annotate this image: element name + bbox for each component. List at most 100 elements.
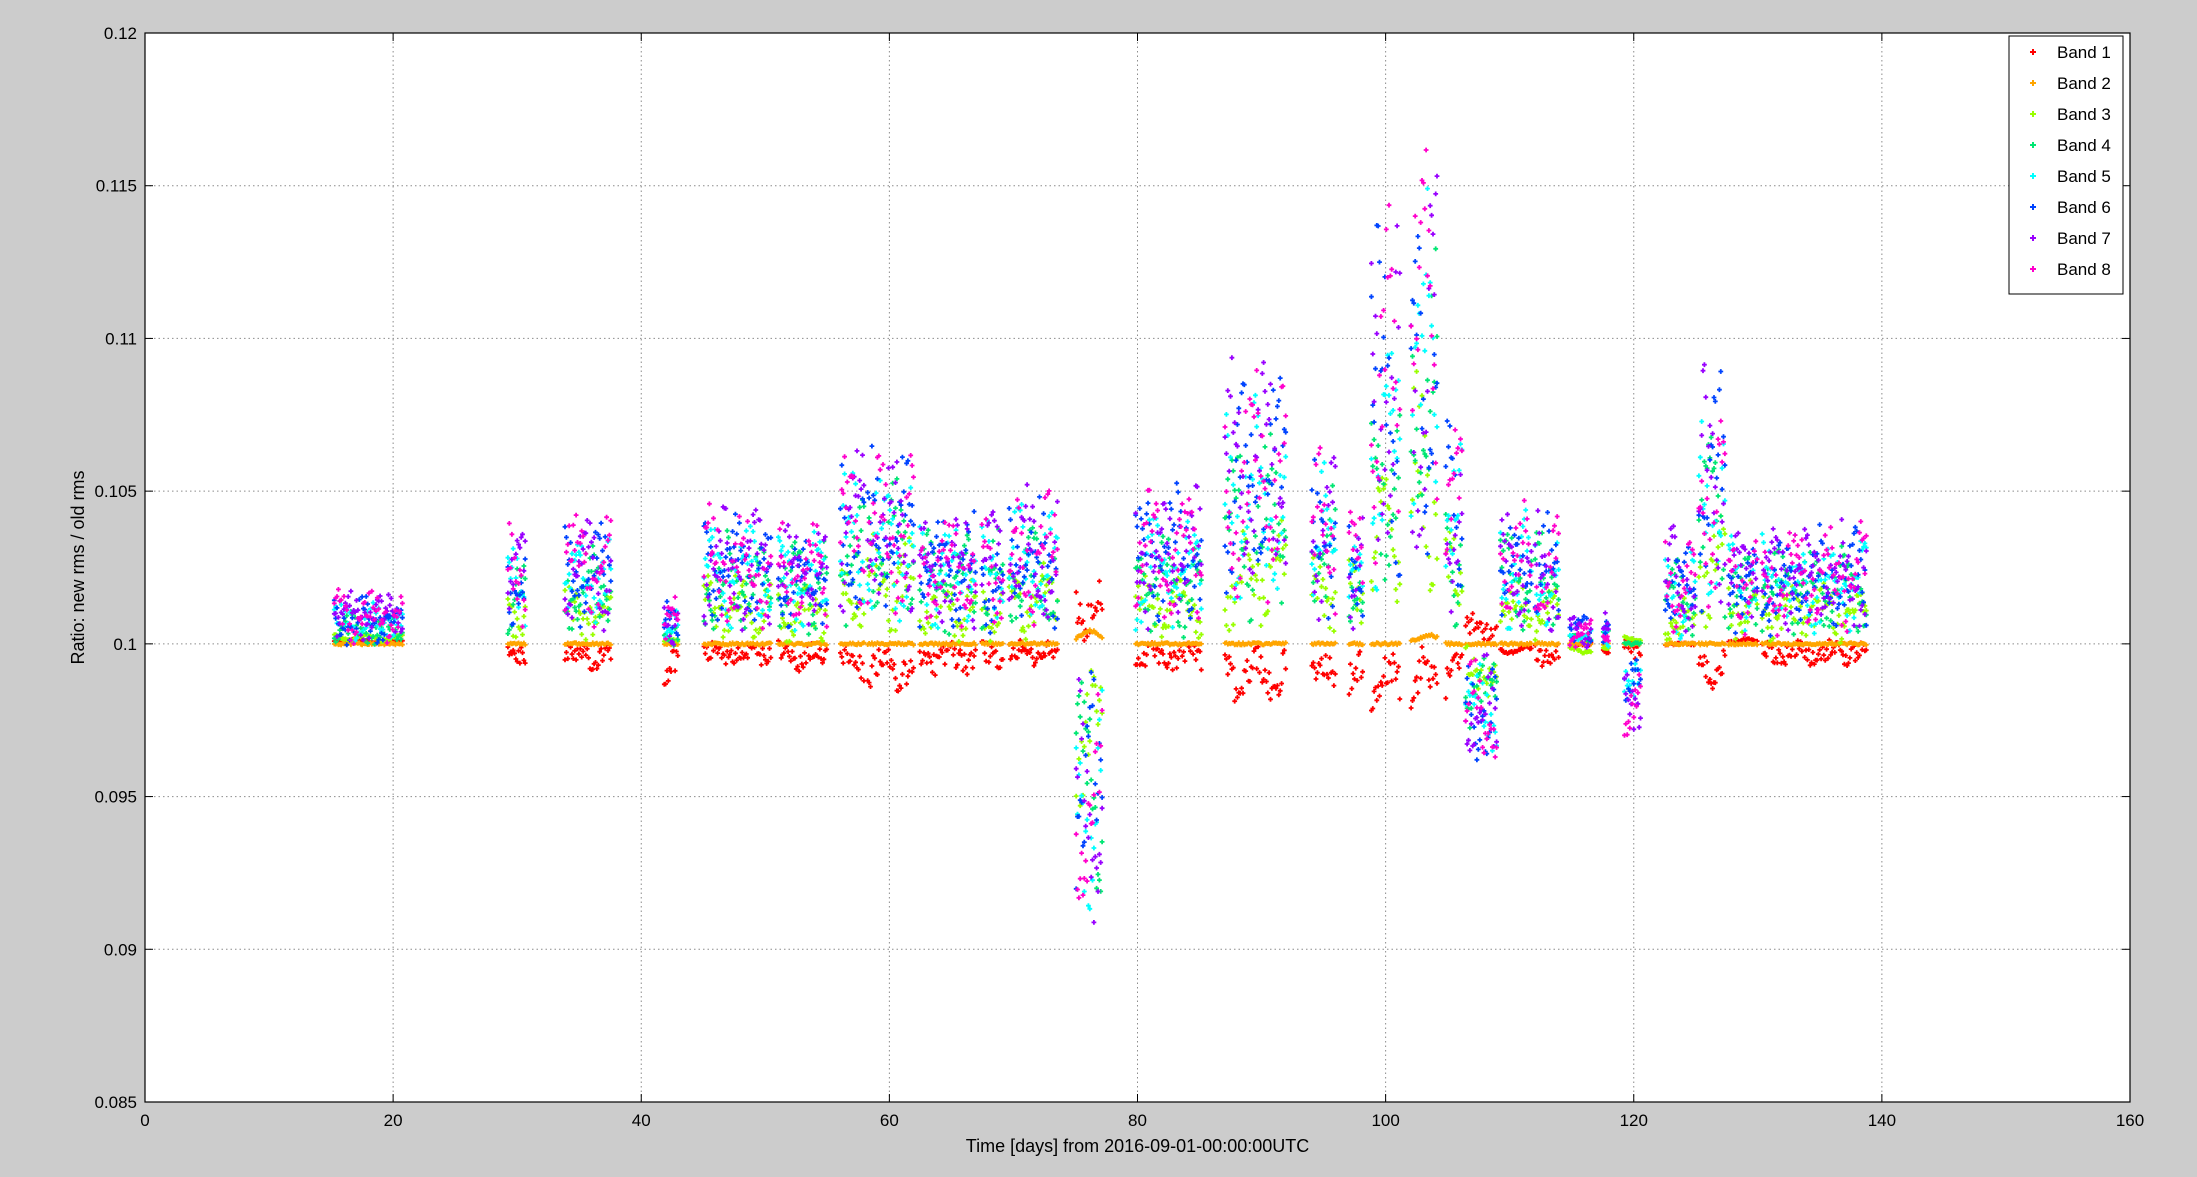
data-point <box>1006 482 1060 620</box>
data-point <box>661 594 681 642</box>
x-tick-label: 0 <box>140 1111 149 1130</box>
x-tick-label: 40 <box>632 1111 651 1130</box>
legend-label: Band 2 <box>2057 74 2111 93</box>
legend-label: Band 1 <box>2057 43 2111 62</box>
data-point <box>1696 418 1728 610</box>
legend-label: Band 5 <box>2057 167 2111 186</box>
data-point <box>1408 234 1440 557</box>
data-point <box>776 583 830 645</box>
x-tick-label: 20 <box>384 1111 403 1130</box>
data-point <box>1498 532 1534 633</box>
data-point <box>1369 651 1403 713</box>
data-point <box>1759 519 1869 638</box>
data-point <box>1222 640 1289 648</box>
y-tick-label: 0.085 <box>94 1093 137 1112</box>
data-point <box>1498 511 1534 629</box>
data-point <box>1622 672 1643 738</box>
data-point <box>1726 640 1760 648</box>
legend-label: Band 7 <box>2057 229 2111 248</box>
data-layer <box>331 147 1869 925</box>
data-point <box>865 647 916 694</box>
data-point <box>1622 640 1643 648</box>
data-point <box>1073 578 1105 643</box>
data-point <box>1532 508 1561 633</box>
data-point <box>1073 692 1105 901</box>
x-tick-label: 160 <box>2116 1111 2144 1130</box>
data-point <box>1696 369 1728 614</box>
data-point <box>505 596 528 640</box>
data-point <box>1759 640 1869 648</box>
data-point <box>1498 498 1534 611</box>
data-point <box>1443 441 1465 569</box>
data-point <box>1369 223 1403 578</box>
data-point <box>505 531 528 612</box>
data-point <box>1463 657 1499 760</box>
data-point <box>865 478 916 624</box>
data-point <box>865 640 916 648</box>
legend-box <box>2008 35 2124 295</box>
tick-layer: 0 20 40 60 80 100 120 140 160 0.085 0.09 0.095 0.1 0.… <box>94 24 2144 1130</box>
data-point <box>1567 617 1594 650</box>
data-point <box>562 512 614 630</box>
data-point <box>1726 546 1760 636</box>
data-point <box>917 640 978 648</box>
legend: Band 1 Band 2 Band 3 Band 4 Band 5 Band 6 Band… <box>2008 35 2124 295</box>
data-point <box>776 520 830 630</box>
data-point <box>1726 538 1760 637</box>
data-point <box>1663 523 1698 634</box>
data-point <box>1346 524 1365 619</box>
y-tick-label: 0.12 <box>104 24 137 43</box>
legend-marker <box>2030 266 2036 272</box>
legend-label: Band 8 <box>2057 260 2111 279</box>
data-point <box>701 501 774 631</box>
data-point <box>1408 147 1440 502</box>
x-tick-label: 120 <box>1620 1111 1648 1130</box>
data-point <box>1133 487 1204 621</box>
data-point <box>1443 640 1465 648</box>
legend-label: Band 3 <box>2057 105 2111 124</box>
legend-marker <box>2030 235 2036 241</box>
data-point <box>1222 368 1289 605</box>
data-point <box>1369 412 1403 582</box>
data-point <box>1346 640 1365 648</box>
data-point <box>1498 507 1534 631</box>
data-point <box>505 521 528 629</box>
data-point <box>1408 644 1440 711</box>
data-point <box>1346 534 1365 600</box>
data-point <box>865 453 916 616</box>
series-band-7 <box>331 173 1869 925</box>
data-point <box>1073 680 1105 894</box>
y-tick-label: 0.095 <box>94 788 137 807</box>
data-point <box>1309 640 1338 648</box>
data-point <box>917 520 978 629</box>
legend-label: Band 6 <box>2057 198 2111 217</box>
data-point <box>331 587 405 646</box>
y-tick-label: 0.115 <box>96 177 137 196</box>
legend-marker <box>2030 173 2036 179</box>
data-point <box>1222 355 1289 576</box>
legend-marker <box>2030 111 2036 117</box>
data-point <box>838 640 867 648</box>
x-tick-label: 140 <box>1868 1111 1896 1130</box>
data-point <box>1600 610 1611 632</box>
x-tick-label: 100 <box>1371 1111 1399 1130</box>
y-tick-label: 0.09 <box>104 940 137 959</box>
legend-marker <box>2030 142 2036 148</box>
data-point <box>1369 640 1403 648</box>
data-point <box>1443 427 1465 557</box>
data-point <box>505 644 528 666</box>
legend-marker <box>2030 49 2036 55</box>
data-point <box>1443 651 1465 701</box>
data-point <box>917 516 978 631</box>
data-point <box>1696 640 1728 648</box>
data-point <box>1346 649 1365 697</box>
data-point <box>776 522 830 627</box>
data-point <box>1309 457 1338 621</box>
data-point <box>1663 539 1698 635</box>
data-point <box>1498 640 1534 648</box>
data-point <box>1222 644 1289 704</box>
data-point <box>979 589 1006 644</box>
data-point <box>1133 640 1204 648</box>
